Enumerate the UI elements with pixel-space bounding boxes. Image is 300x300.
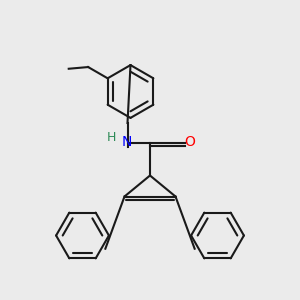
Text: O: O	[184, 136, 195, 149]
Text: H: H	[106, 130, 116, 144]
Text: N: N	[122, 136, 132, 149]
